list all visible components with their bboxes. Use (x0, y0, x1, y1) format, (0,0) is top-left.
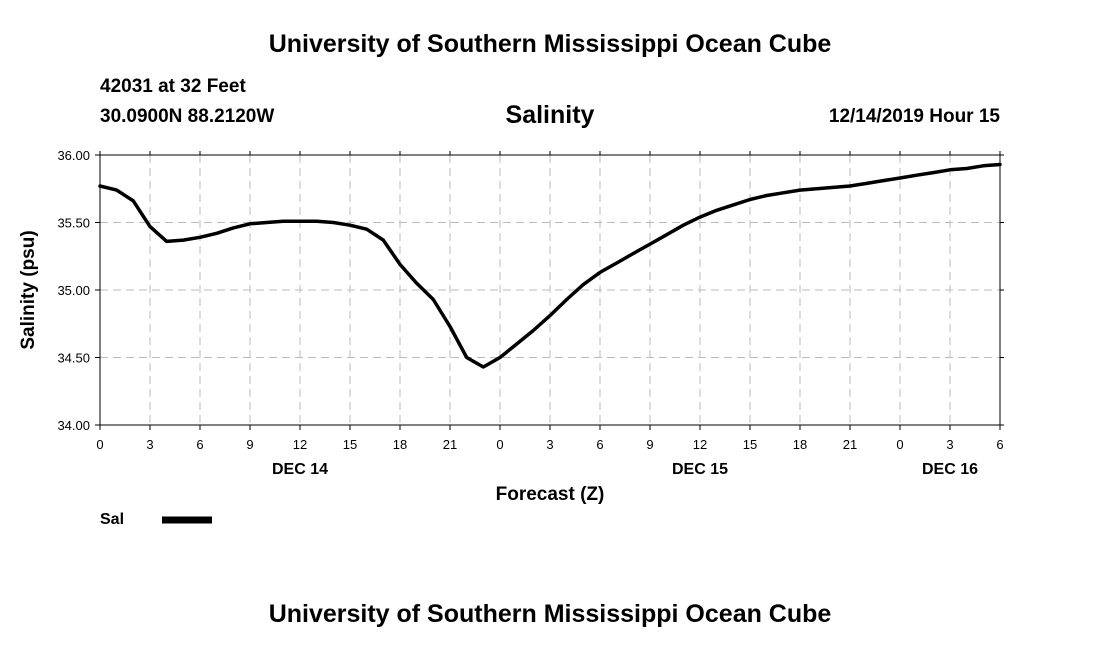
x-tick-label: 0 (96, 437, 103, 452)
footer-title: University of Southern Mississippi Ocean… (268, 600, 832, 628)
x-tick-label: 15 (343, 437, 357, 452)
forecast-time-label: 12/14/2019 Hour 15 (828, 106, 1000, 127)
legend-label: Sal (100, 511, 124, 528)
day-label: DEC 15 (672, 461, 728, 478)
y-axis-label: Salinity (psu) (18, 230, 39, 349)
x-tick-label: 3 (946, 437, 953, 452)
x-tick-label: 12 (293, 437, 307, 452)
x-tick-label: 3 (146, 437, 153, 452)
x-tick-label: 9 (646, 437, 653, 452)
chart-title: Salinity (505, 101, 595, 129)
day-label: DEC 14 (272, 461, 328, 478)
station-label: 42031 at 32 Feet (100, 76, 246, 97)
series-line-sal (98, 162, 1002, 369)
x-tick-label: 0 (496, 437, 503, 452)
x-tick-label: 15 (743, 437, 757, 452)
y-tick-label: 35.50 (57, 216, 90, 231)
page-title: University of Southern Mississippi Ocean… (268, 30, 832, 58)
day-label: DEC 16 (922, 461, 978, 478)
x-axis-label: Forecast (Z) (496, 484, 605, 505)
coordinates-label: 30.0900N 88.2120W (100, 106, 275, 127)
x-tick-label: 6 (996, 437, 1003, 452)
y-tick-label: 35.00 (57, 283, 90, 298)
y-tick-label: 34.50 (57, 351, 90, 366)
x-tick-label: 12 (693, 437, 707, 452)
y-tick-label: 36.00 (57, 148, 90, 163)
x-tick-label: 6 (196, 437, 203, 452)
x-tick-label: 0 (896, 437, 903, 452)
x-tick-label: 18 (393, 437, 407, 452)
x-tick-label: 21 (843, 437, 857, 452)
x-tick-label: 18 (793, 437, 807, 452)
x-tick-label: 6 (596, 437, 603, 452)
x-tick-label: 9 (246, 437, 253, 452)
x-tick-label: 3 (546, 437, 553, 452)
x-tick-label: 21 (443, 437, 457, 452)
y-tick-label: 34.00 (57, 418, 90, 433)
